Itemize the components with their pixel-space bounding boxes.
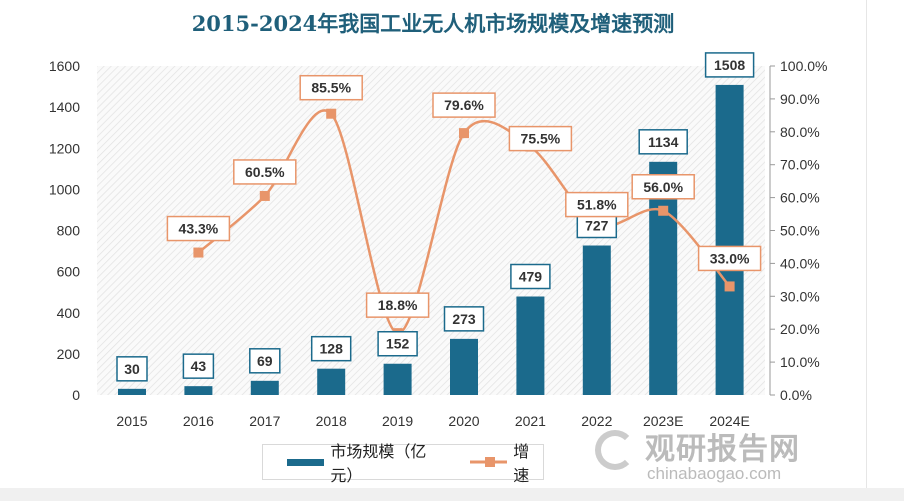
x-tick: 2022 [581,413,612,429]
bar-label: 1508 [714,57,745,73]
x-tick: 2015 [116,413,147,429]
x-tick: 2016 [183,413,214,429]
growth-line [197,109,731,335]
growth-label: 85.5% [311,80,351,96]
bar-label-box [249,348,281,374]
bar [184,386,213,395]
bar-label: 273 [452,311,476,327]
y-left-tick: 1000 [49,181,80,197]
y-left-tick: 1400 [49,99,80,115]
growth-label: 75.5% [521,131,561,147]
growth-marker [326,108,337,119]
bar-label: 479 [519,269,543,285]
x-tick: 2021 [515,413,546,429]
x-tick: 2018 [316,413,347,429]
x-tick: 2020 [448,413,479,429]
y-right-tick: 60.0% [780,190,820,206]
x-tick: 2019 [382,413,413,429]
growth-marker [259,190,270,201]
bar-label-box [443,306,485,332]
watermark-cn: 观研报告网 [645,433,800,466]
growth-label-box [166,215,231,242]
y-left-tick: 400 [57,305,81,321]
legend-item-bar: 市场规模（亿元） [287,438,450,486]
bar [118,388,146,395]
y-left-tick: 1200 [49,140,80,156]
bar [317,368,346,395]
growth-label-box [631,174,695,200]
bar-label: 69 [257,353,273,369]
growth-label: 43.3% [179,221,219,237]
bar-label: 43 [191,358,207,374]
y-right-tick: 0.0% [780,387,812,403]
growth-label: 60.5% [245,164,285,180]
bar-label-box [638,129,688,155]
bar [649,161,678,395]
watermark-logo-icon [595,430,635,470]
y-left-tick: 0 [72,387,80,403]
legend-item-line: 增速 [469,438,543,486]
y-left-tick: 200 [57,346,81,362]
x-tick: 2024E [709,413,749,429]
legend: 市场规模（亿元） 增速 [262,444,544,485]
y-left-tick: 600 [57,264,81,280]
bar [383,363,412,395]
legend-line-label: 增速 [513,444,530,485]
legend-bar-swatch [287,458,325,466]
bar-label-box [377,330,418,357]
x-tick: 2023E [643,413,683,429]
growth-label-box [697,245,762,272]
bar [516,296,545,395]
watermark-en: chinabaogao.com [647,464,782,483]
growth-marker [459,128,469,139]
bar [582,245,611,395]
growth-label-box [365,292,430,318]
y-right-tick: 100.0% [780,58,827,74]
y-left-tick: 1600 [49,58,80,74]
x-tick: 2017 [249,413,280,429]
y-right-tick: 20.0% [780,321,820,337]
growth-label-box [508,125,573,152]
watermark: 观研报告网 chinabaogao.com [595,424,800,484]
bar-label: 128 [320,341,344,357]
growth-label: 33.0% [710,250,750,266]
y-right-tick: 70.0% [780,157,820,173]
bar-label: 1134 [648,134,679,150]
y-right-tick: 30.0% [780,288,820,304]
growth-marker [193,247,204,258]
bar-label-box [510,263,551,290]
y-left-tick: 800 [57,223,81,239]
growth-marker [658,205,669,216]
y-right-tick: 40.0% [780,255,820,271]
y-right-tick: 10.0% [780,354,820,370]
bar-label: 727 [585,218,609,234]
bar-label-box [116,356,148,382]
y-right-tick: 50.0% [780,223,820,239]
bottom-strip [0,488,904,501]
y-right-tick: 90.0% [780,91,820,107]
bar [715,84,744,395]
growth-label: 56.0% [643,179,683,195]
growth-label-box [565,191,629,218]
growth-label: 79.6% [444,97,484,113]
bar-label-box [704,52,755,78]
growth-label: 18.8% [378,297,418,313]
bar [250,380,279,395]
legend-bar-label: 市场规模（亿元） [330,444,427,485]
growth-label-box [432,92,496,118]
chart-title: 2015-2024年我国工业无人机市场规模及增速预测 [191,11,675,36]
legend-line-swatch [469,457,508,467]
bar-label-box [310,335,352,362]
bar [450,338,478,395]
growth-marker [724,281,735,292]
growth-label-box [299,74,363,101]
growth-label: 51.8% [577,197,617,213]
bar-label-box [576,212,618,239]
bar-label: 152 [386,336,410,352]
bar-label: 30 [124,361,140,377]
y-right-tick: 80.0% [780,124,820,140]
bar-label-box [182,353,215,379]
growth-label-box [233,159,297,185]
